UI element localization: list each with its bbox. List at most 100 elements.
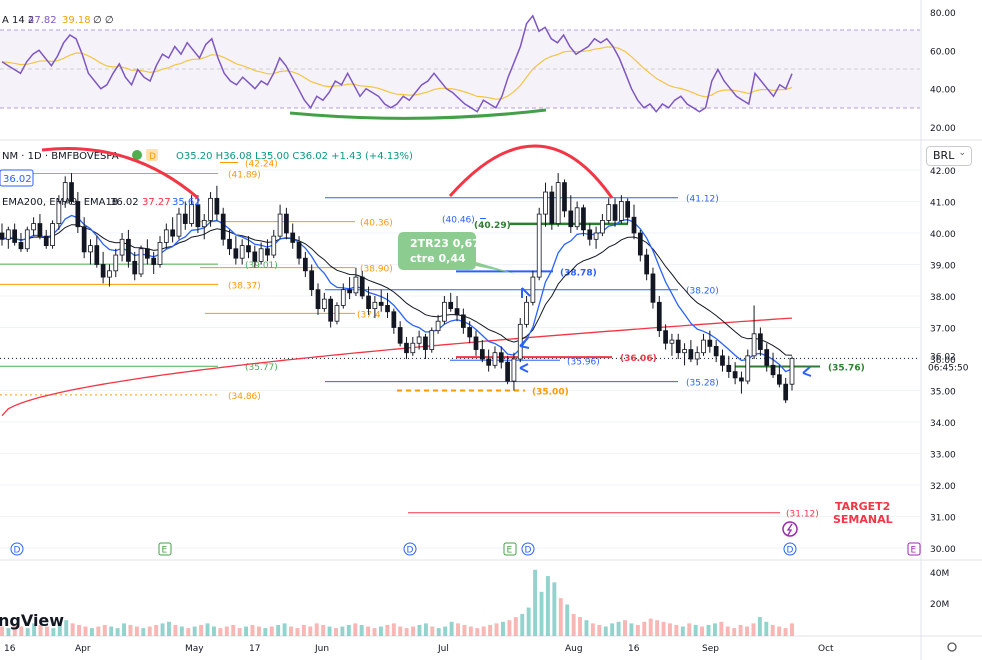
currency-select[interactable]: BRL ⌄ [926, 146, 972, 166]
callout-line-1: 2TR23 0,67 [410, 237, 480, 250]
candle-body [303, 257, 308, 272]
volume-bar [680, 626, 685, 636]
volume-bar [295, 628, 300, 636]
volume-bar [334, 628, 338, 636]
candle-body [663, 330, 668, 344]
volume-bar [186, 628, 191, 636]
chevron-down-icon: ⌄ [958, 148, 966, 158]
volume-bar [745, 626, 749, 636]
candle-body [385, 305, 390, 313]
candle-body [359, 276, 365, 297]
level-label: (39.01) [245, 261, 278, 271]
volume-bar [751, 623, 756, 636]
candle-body [214, 197, 220, 215]
volume-bar [610, 623, 615, 636]
drawing-arc-rsi[interactable] [289, 108, 547, 120]
candle-body [549, 191, 555, 224]
last-price-label: 36.02 [930, 352, 956, 362]
volume-bar [468, 626, 473, 636]
target-label-line-2: SEMANAL [833, 513, 893, 526]
candle-body [777, 374, 782, 385]
arrow-icon-3 [519, 363, 529, 373]
volume-tick-label: 20M [930, 600, 949, 610]
event-marker-letter: E [162, 546, 168, 556]
candle-body [783, 383, 789, 401]
candle-body [694, 352, 700, 360]
candle-body [479, 349, 485, 360]
volume-bar [777, 626, 782, 636]
volume-bar [719, 621, 724, 636]
candle-body [151, 257, 157, 265]
candle-body [227, 238, 232, 250]
candle-body [555, 182, 561, 224]
ema-legend-value-3: 35.62 [172, 197, 201, 208]
drawing-arc-top[interactable] [448, 144, 614, 199]
candle-body [208, 197, 213, 221]
volume-bar [282, 623, 287, 636]
volume-bar [584, 620, 589, 636]
volume-bar [57, 621, 62, 636]
candle-body [37, 223, 43, 237]
event-marker-letter: D [525, 546, 532, 556]
candle-body [88, 245, 93, 253]
volume-bar [764, 621, 769, 636]
price-tick-label: 40.00 [930, 230, 956, 240]
symbol-title[interactable]: NM · 1D · BMFBOVESPA [2, 151, 119, 162]
price-tick-label: 42.00 [930, 167, 956, 177]
candle-body [543, 191, 548, 215]
candle-body [50, 223, 55, 247]
time-tick-label: 16 [628, 644, 640, 654]
candle-body [176, 213, 182, 237]
price-tick-label: 33.00 [930, 451, 956, 461]
candle-body [745, 355, 751, 382]
candle-body [568, 210, 574, 228]
volume-bar [404, 628, 409, 636]
candle-body [290, 232, 296, 243]
drawing-arc-left[interactable] [41, 147, 199, 200]
tradingview-watermark: ngView [0, 611, 64, 630]
price-tick-label: 32.00 [930, 482, 956, 492]
candle-body [789, 357, 795, 385]
volume-bar [289, 626, 293, 636]
last-value-box[interactable] [0, 169, 34, 187]
volume-bar [391, 623, 396, 636]
volume-bar [629, 623, 634, 636]
candle-body [296, 242, 302, 259]
time-tick-label: May [185, 644, 204, 654]
volume-bar [725, 626, 730, 636]
volume-bar [712, 623, 717, 636]
volume-bar [96, 626, 101, 636]
volume-bar [545, 576, 550, 636]
time-tick-label: Jun [314, 644, 329, 654]
volume-bar [0, 626, 4, 636]
volume-bar [51, 628, 56, 636]
time-tick-label: 16 [4, 644, 16, 654]
volume-bar [160, 623, 165, 636]
candle-body [593, 232, 599, 240]
level-label: (35.96) [567, 357, 600, 367]
volume-bar [32, 623, 37, 636]
rsi-tick-label: 40.00 [930, 86, 956, 96]
axes: 42.00 41.00 40.00 39.00 38.00 37.00 36.00 35.00… [4, 9, 969, 654]
candle-body [562, 182, 567, 212]
rsi-ma-line [1, 46, 793, 100]
candle-body [43, 235, 49, 246]
level-label: (38.20) [686, 287, 719, 297]
level-label: (38.90) [360, 265, 393, 275]
candle-body [378, 301, 384, 306]
level-label: (34.86) [228, 392, 261, 402]
flash-icon[interactable] [782, 521, 798, 537]
volume-bar [603, 626, 608, 636]
candle-body [442, 301, 447, 322]
volume-bar [199, 624, 204, 636]
time-tick-label: Sep [702, 644, 719, 654]
level-label: (35.28) [686, 379, 719, 389]
candle-body [707, 339, 713, 347]
rsi-tick-label: 60.00 [930, 47, 956, 57]
volume-bar [674, 624, 679, 636]
candle-body [720, 355, 725, 366]
volume-bar [301, 624, 306, 636]
volume-bar [141, 628, 146, 636]
volume-bar [38, 624, 43, 636]
